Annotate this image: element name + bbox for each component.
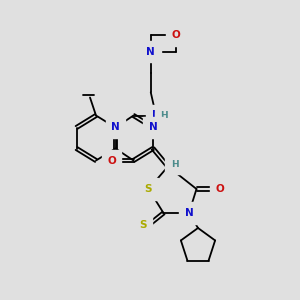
- Text: O: O: [215, 184, 224, 194]
- Text: S: S: [145, 184, 152, 194]
- Text: N: N: [152, 110, 160, 121]
- Text: N: N: [184, 208, 194, 218]
- Text: N: N: [146, 47, 155, 57]
- Text: O: O: [107, 155, 116, 166]
- Text: N: N: [111, 122, 120, 133]
- Text: H: H: [171, 160, 178, 169]
- Text: O: O: [172, 30, 181, 40]
- Text: N: N: [148, 122, 158, 133]
- Text: S: S: [139, 220, 147, 230]
- Text: H: H: [160, 111, 168, 120]
